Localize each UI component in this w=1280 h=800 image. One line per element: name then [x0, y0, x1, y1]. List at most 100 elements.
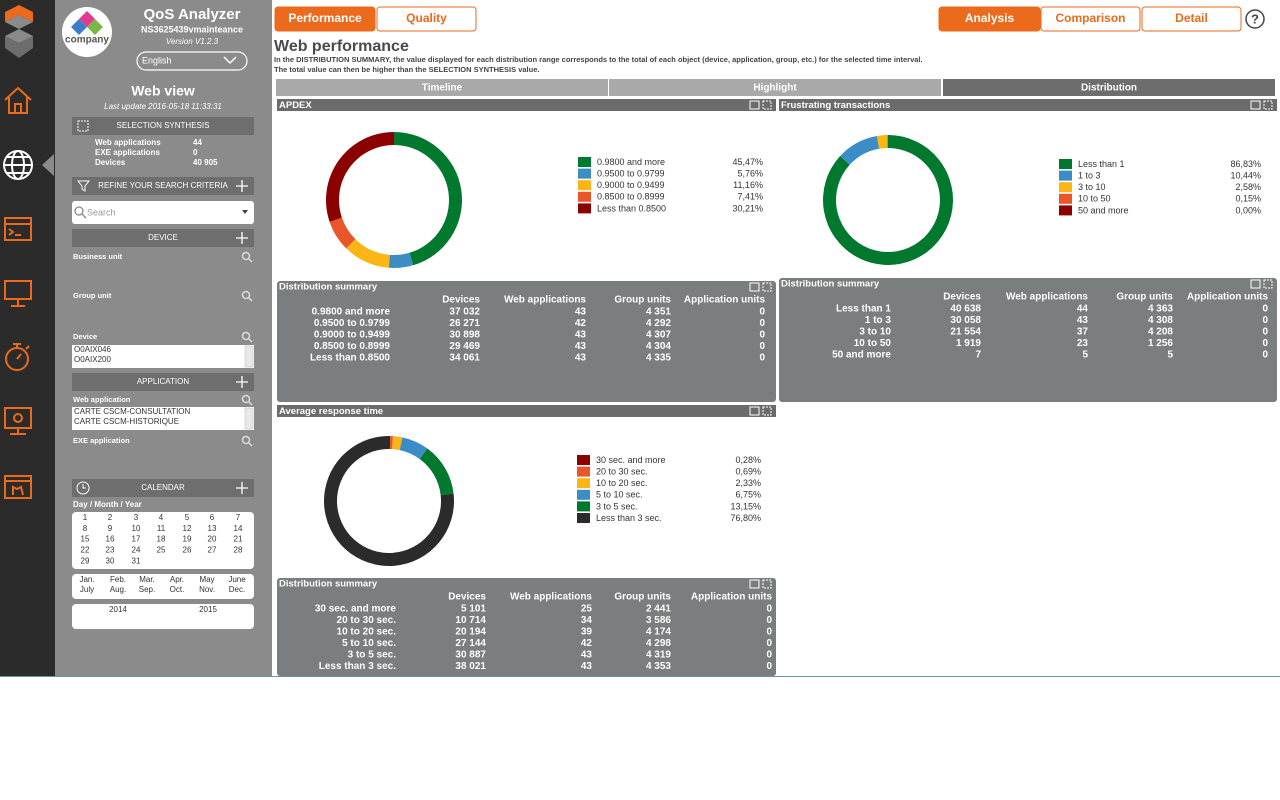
print-icon[interactable]	[749, 579, 760, 589]
calendar-day[interactable]: 13	[208, 524, 217, 533]
nav-stopwatch[interactable]	[5, 343, 30, 371]
calendar-day[interactable]: 3	[134, 513, 139, 522]
calendar-month[interactable]: July	[80, 585, 94, 594]
sub-tab[interactable]	[943, 79, 1275, 96]
calendar-month[interactable]: May	[199, 575, 214, 584]
calendar-day[interactable]: 7	[236, 513, 241, 522]
calendar-day[interactable]: 14	[234, 524, 243, 533]
nav-web[interactable]	[3, 150, 33, 180]
calendar-day[interactable]: 17	[132, 535, 141, 544]
application-bar[interactable]	[72, 373, 254, 391]
tab-comparison-label[interactable]: Comparison	[1055, 11, 1125, 25]
calendar-month[interactable]: Dec.	[229, 585, 245, 594]
search-field-icon[interactable]	[247, 257, 253, 263]
language-select[interactable]	[136, 51, 248, 71]
tab-quality[interactable]	[376, 6, 477, 32]
search-box[interactable]	[72, 201, 254, 224]
tab-analysis-label[interactable]: Analysis	[965, 11, 1015, 25]
calendar-day[interactable]: 6	[210, 513, 215, 522]
calendar-day[interactable]: 5	[185, 513, 190, 522]
export-icon[interactable]	[762, 282, 772, 292]
calendar-month[interactable]: Aug.	[110, 585, 126, 594]
calendar-day[interactable]: 4	[159, 513, 164, 522]
search-field-icon[interactable]	[247, 296, 253, 302]
list-item[interactable]: O0AIX200	[74, 355, 111, 364]
refine-criteria-plus[interactable]	[236, 180, 248, 192]
search-field-icon[interactable]	[241, 290, 251, 300]
calendar-day[interactable]: 21	[234, 535, 243, 544]
calendar-year[interactable]: 2015	[199, 605, 217, 614]
tab-performance[interactable]	[274, 6, 376, 32]
nav-home[interactable]	[4, 86, 32, 114]
help-label[interactable]: ?	[1251, 11, 1259, 26]
device-bar[interactable]	[72, 229, 254, 247]
tab-detail-label[interactable]: Detail	[1175, 11, 1208, 25]
calendar-month[interactable]: Mar.	[139, 575, 155, 584]
calendar-day[interactable]: 24	[132, 546, 141, 555]
calendar-day[interactable]: 25	[157, 546, 166, 555]
tab-quality-label[interactable]: Quality	[406, 11, 447, 25]
search-field-icon[interactable]	[241, 251, 251, 261]
calendar-month[interactable]: Feb.	[110, 575, 126, 584]
refine-criteria-bar[interactable]	[72, 177, 254, 195]
print-icon[interactable]	[749, 100, 760, 110]
nav-settings-screen[interactable]	[4, 407, 32, 435]
nav-window-hand[interactable]	[4, 475, 32, 499]
calendar-month[interactable]: June	[228, 575, 246, 584]
tab-analysis[interactable]	[938, 6, 1041, 32]
application-plus[interactable]	[236, 376, 248, 388]
sub-tab[interactable]	[276, 79, 608, 96]
calendar-plus[interactable]	[236, 482, 248, 494]
help-button[interactable]	[1245, 9, 1265, 29]
search-field-icon[interactable]	[241, 394, 251, 404]
calendar-day[interactable]: 1	[83, 513, 88, 522]
calendar-month[interactable]: Nov.	[199, 585, 215, 594]
calendar-day[interactable]: 31	[132, 556, 141, 565]
search-field-icon[interactable]	[247, 400, 253, 406]
nav-terminal[interactable]	[4, 217, 32, 241]
list-item[interactable]: CARTE CSCM-CONSULTATION	[74, 407, 191, 416]
sub-tab-label[interactable]: Timeline	[422, 83, 463, 94]
nav-desktop[interactable]	[4, 280, 32, 307]
sub-tab-label[interactable]: Distribution	[1081, 83, 1137, 94]
export-icon[interactable]	[762, 579, 772, 589]
calendar-day[interactable]: 16	[106, 535, 115, 544]
search-field-icon[interactable]	[241, 435, 251, 445]
calendar-day[interactable]: 2	[108, 513, 113, 522]
calendar-day[interactable]: 11	[157, 524, 166, 533]
list-item[interactable]: CARTE CSCM-HISTORIQUE	[74, 417, 179, 426]
export-icon[interactable]	[762, 406, 772, 416]
print-icon[interactable]	[749, 406, 760, 416]
sub-tab-label[interactable]: Highlight	[753, 83, 797, 94]
calendar-day[interactable]: 18	[157, 535, 166, 544]
calendar-day[interactable]: 19	[183, 535, 192, 544]
calendar-day[interactable]: 22	[81, 546, 90, 555]
search-field-icon[interactable]	[241, 331, 251, 341]
tab-comparison[interactable]	[1040, 6, 1141, 32]
device-plus[interactable]	[236, 232, 248, 244]
calendar-day[interactable]: 28	[234, 546, 243, 555]
calendar-day[interactable]: 12	[183, 524, 192, 533]
calendar-day[interactable]: 15	[81, 535, 90, 544]
calendar-month[interactable]: Sep.	[139, 585, 155, 594]
calendar-month[interactable]: Jan.	[79, 575, 94, 584]
print-icon[interactable]	[1250, 100, 1261, 110]
calendar-year[interactable]: 2014	[109, 605, 127, 614]
search-field-icon[interactable]	[247, 337, 253, 343]
list-box[interactable]	[72, 345, 254, 368]
calendar-day[interactable]: 23	[106, 546, 115, 555]
tab-performance-label[interactable]: Performance	[288, 11, 362, 25]
list-box[interactable]	[72, 407, 254, 430]
export-icon[interactable]	[1263, 100, 1273, 110]
calendar-day[interactable]: 9	[108, 524, 113, 533]
calendar-day[interactable]: 10	[132, 524, 141, 533]
calendar-month[interactable]: Apr.	[170, 575, 184, 584]
calendar-day[interactable]: 26	[183, 546, 192, 555]
calendar-day[interactable]: 30	[106, 556, 115, 565]
search-field-icon[interactable]	[247, 441, 253, 447]
print-icon[interactable]	[749, 282, 760, 292]
calendar-day[interactable]: 8	[83, 524, 88, 533]
calendar-month[interactable]: Oct.	[170, 585, 185, 594]
export-icon[interactable]	[1263, 279, 1273, 289]
sub-tab[interactable]	[609, 79, 941, 96]
